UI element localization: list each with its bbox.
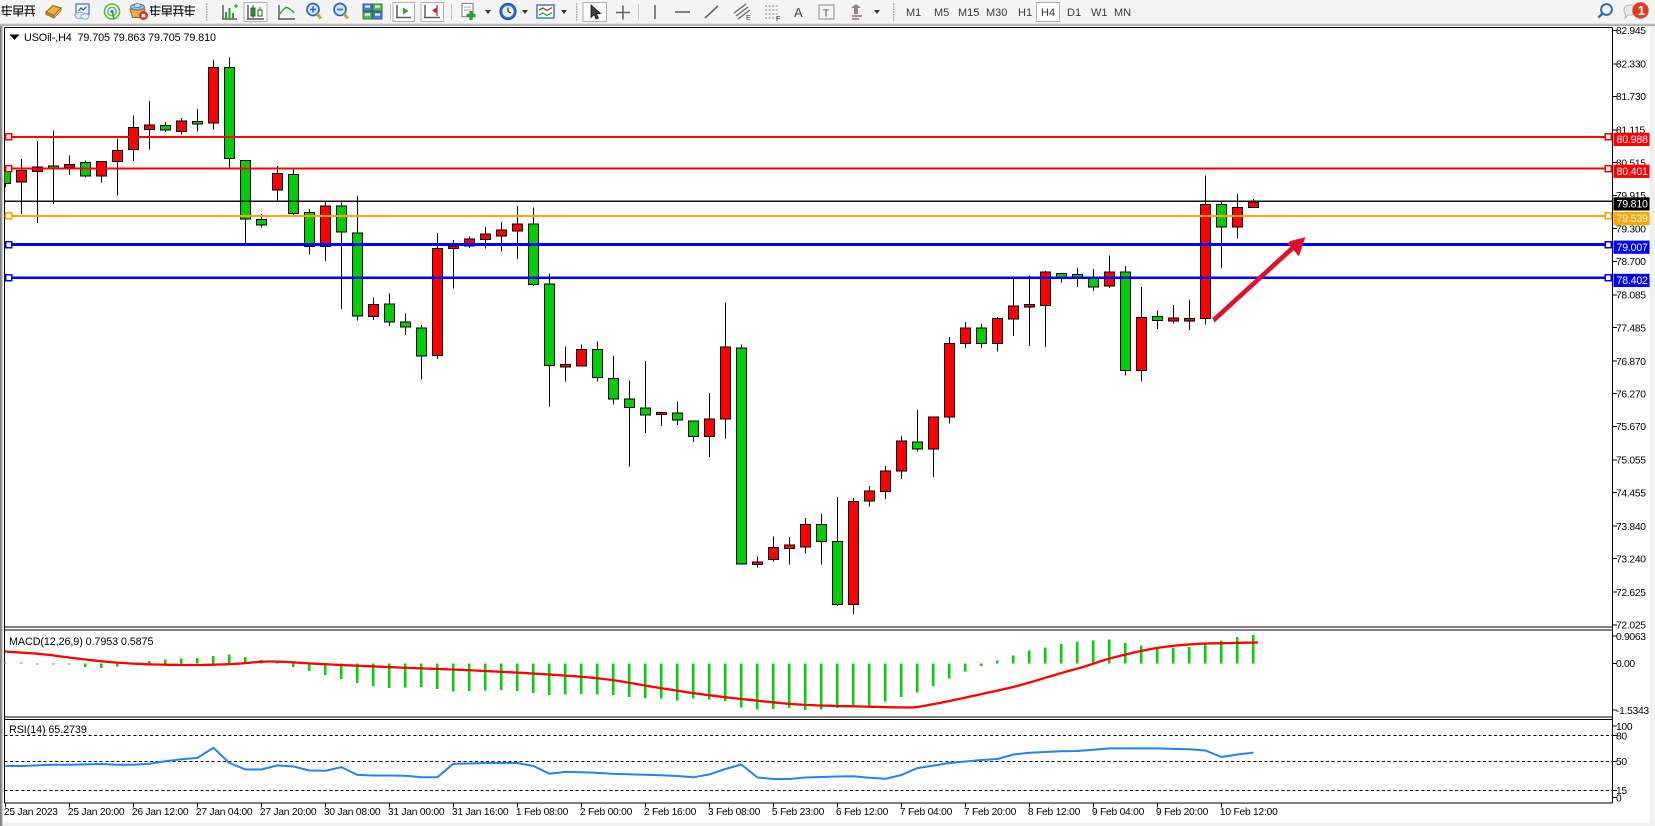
svg-text:D1: D1 <box>1067 7 1081 19</box>
svg-text:H4: H4 <box>1041 7 1055 19</box>
svg-text:26 Jan 12:00: 26 Jan 12:00 <box>132 807 189 818</box>
svg-text:78.700: 78.700 <box>1616 257 1646 268</box>
svg-text:9 Feb 20:00: 9 Feb 20:00 <box>1156 807 1209 818</box>
svg-text:RSI(14) 65.2739: RSI(14) 65.2739 <box>9 724 87 736</box>
svg-text:72.025: 72.025 <box>1616 621 1646 632</box>
svg-text:15: 15 <box>1616 786 1627 797</box>
svg-text:2 Feb 16:00: 2 Feb 16:00 <box>644 807 697 818</box>
svg-text:0.00: 0.00 <box>1616 659 1635 670</box>
svg-text:27 Jan 20:00: 27 Jan 20:00 <box>260 807 317 818</box>
svg-text:30 Jan 08:00: 30 Jan 08:00 <box>324 807 381 818</box>
svg-text:50: 50 <box>1616 757 1627 768</box>
svg-text:W1: W1 <box>1091 7 1108 19</box>
svg-text:73.840: 73.840 <box>1616 522 1646 533</box>
svg-text:25 Jan 2023: 25 Jan 2023 <box>4 807 58 818</box>
svg-text:2 Feb 00:00: 2 Feb 00:00 <box>580 807 633 818</box>
svg-text:M1: M1 <box>906 7 921 19</box>
svg-text:82.945: 82.945 <box>1616 26 1646 37</box>
svg-text:A: A <box>794 5 803 20</box>
svg-text:76.270: 76.270 <box>1616 390 1646 401</box>
svg-text:82.330: 82.330 <box>1616 60 1646 71</box>
svg-text:1 Feb 08:00: 1 Feb 08:00 <box>516 807 569 818</box>
svg-text:10 Feb 12:00: 10 Feb 12:00 <box>1220 807 1278 818</box>
svg-text:79.810: 79.810 <box>1617 199 1649 211</box>
svg-text:27 Jan 04:00: 27 Jan 04:00 <box>196 807 253 818</box>
svg-text:79.007: 79.007 <box>1617 242 1649 254</box>
svg-text:M5: M5 <box>934 7 949 19</box>
svg-text:3 Feb 08:00: 3 Feb 08:00 <box>708 807 761 818</box>
svg-text:31 Jan 16:00: 31 Jan 16:00 <box>452 807 509 818</box>
svg-text:0: 0 <box>1616 793 1622 804</box>
svg-text:79.539: 79.539 <box>1617 213 1649 225</box>
svg-text:8 Feb 12:00: 8 Feb 12:00 <box>1028 807 1081 818</box>
svg-text:H1: H1 <box>1018 7 1032 19</box>
svg-text:USOil-,H4 79.705 79.863 79.70: USOil-,H4 79.705 79.863 79.705 79.810 <box>24 32 216 44</box>
svg-text:7 Feb 20:00: 7 Feb 20:00 <box>964 807 1017 818</box>
svg-text:7 Feb 04:00: 7 Feb 04:00 <box>900 807 953 818</box>
svg-text:M15: M15 <box>958 7 979 19</box>
svg-text:79.915: 79.915 <box>1616 191 1646 202</box>
svg-text:78.085: 78.085 <box>1616 291 1646 302</box>
svg-text:80.401: 80.401 <box>1617 166 1649 178</box>
svg-text:77.485: 77.485 <box>1616 323 1646 334</box>
svg-text:78.402: 78.402 <box>1617 275 1649 287</box>
svg-text:5 Feb 23:00: 5 Feb 23:00 <box>772 807 825 818</box>
svg-text:E: E <box>746 15 751 22</box>
svg-text:81.115: 81.115 <box>1616 126 1646 137</box>
svg-text:1: 1 <box>1638 3 1645 18</box>
svg-text:0.9063: 0.9063 <box>1616 632 1646 643</box>
svg-text:81.730: 81.730 <box>1616 92 1646 103</box>
svg-text:MN: MN <box>1114 7 1131 19</box>
svg-text:75.055: 75.055 <box>1616 456 1646 467</box>
svg-text:79.300: 79.300 <box>1616 225 1646 236</box>
svg-text:31 Jan 00:00: 31 Jan 00:00 <box>388 807 445 818</box>
svg-text:73.240: 73.240 <box>1616 554 1646 565</box>
svg-text:76.870: 76.870 <box>1616 357 1646 368</box>
svg-text:25 Jan 20:00: 25 Jan 20:00 <box>68 807 125 818</box>
svg-text:9 Feb 04:00: 9 Feb 04:00 <box>1092 807 1145 818</box>
svg-text:72.625: 72.625 <box>1616 588 1646 599</box>
svg-text:75.670: 75.670 <box>1616 422 1646 433</box>
svg-text:74.455: 74.455 <box>1616 488 1646 499</box>
svg-text:MACD(12,26,9) 0.7953 0.5875: MACD(12,26,9) 0.7953 0.5875 <box>9 636 153 648</box>
svg-text:M30: M30 <box>986 7 1007 19</box>
svg-text:80.515: 80.515 <box>1616 158 1646 169</box>
svg-text:6 Feb 12:00: 6 Feb 12:00 <box>836 807 889 818</box>
svg-text:80: 80 <box>1616 731 1627 742</box>
svg-text:80.988: 80.988 <box>1617 134 1649 146</box>
svg-text:-1.5343: -1.5343 <box>1616 706 1649 717</box>
svg-text:F: F <box>776 16 780 23</box>
svg-text:100: 100 <box>1616 722 1633 733</box>
svg-text:T: T <box>823 9 829 20</box>
